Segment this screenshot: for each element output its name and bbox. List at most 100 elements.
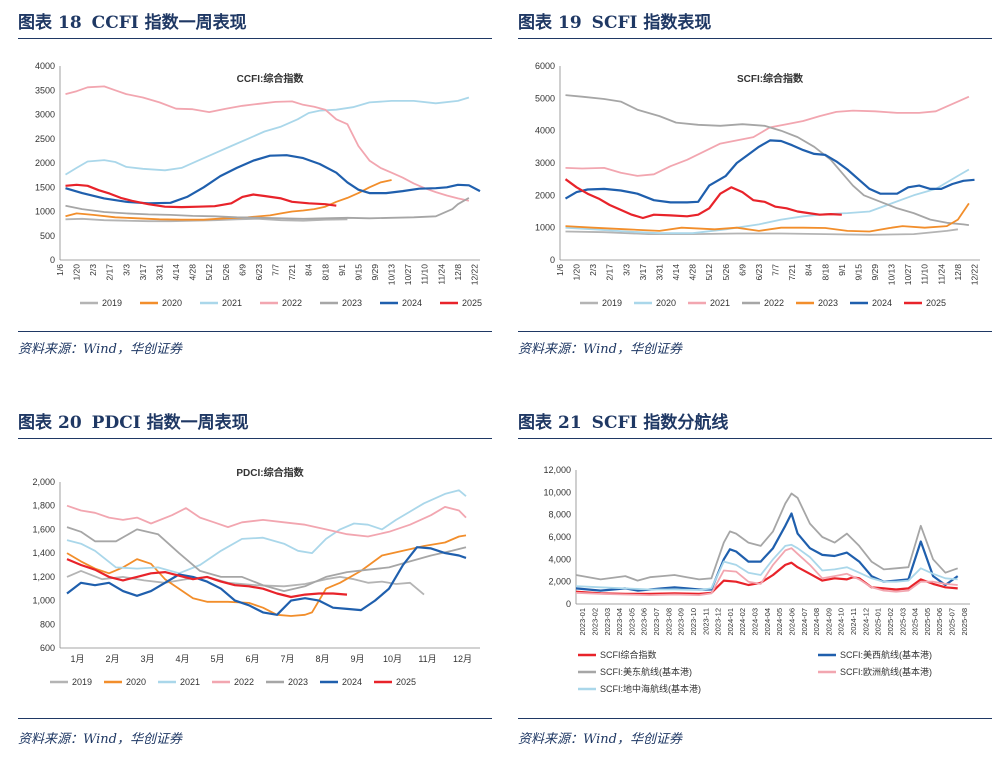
series-line-2024 [65,154,481,205]
x-tick-label: 10/13 [887,264,897,286]
legend-label: 2023 [288,677,308,687]
x-tick-label: 6/23 [754,264,764,281]
x-tick-label: 2/3 [588,264,598,276]
series-line-2024 [564,139,975,204]
panel-title: 图表 18 CCFI 指数一周表现 [18,13,247,33]
x-tick-label: 10月 [383,654,402,664]
y-tick-label: 800 [40,619,55,629]
x-tick-label: 3/17 [138,264,148,281]
series-line-SCFI综合指数 [575,561,958,595]
x-tick-label: 2024-08 [812,608,821,636]
series-line-2019 [66,569,425,596]
y-tick-label: 2000 [35,158,55,168]
x-tick-label: 2024-03 [751,608,760,636]
x-tick-label: 7/7 [271,264,281,276]
x-tick-label: 2月 [105,654,119,664]
x-tick-label: 9/29 [870,264,880,281]
y-tick-label: 3500 [35,85,55,95]
series-line-2020 [65,179,392,221]
panel-title: 图表 20 PDCI 指数一周表现 [18,413,249,433]
legend-label: SCFI:美东航线(基本港) [600,666,692,677]
x-tick-label: 12/8 [953,264,963,281]
y-tick-label: 2,000 [32,477,55,487]
series-line-2025 [564,178,842,220]
x-tick-label: 7/7 [771,264,781,276]
x-tick-label: 9/1 [837,264,847,276]
x-tick-label: 7/21 [787,264,797,281]
y-tick-label: 2000 [535,190,555,200]
legend-label: 2025 [396,677,416,687]
legend-label: 2021 [710,298,730,308]
pdci-chart: 600 800 1,000 1,200 1,400 1,600 1,800 2,000 1月 2月… [32,466,480,687]
x-tick-label: 4月 [175,654,189,664]
x-tick-label: 11/10 [420,264,430,285]
source-rule [518,331,992,332]
x-tick-label: 5/26 [721,264,731,281]
x-tick-label: 6/9 [737,264,747,276]
x-tick-label: 10/27 [403,264,413,286]
x-tick-label: 1/20 [72,264,82,281]
y-tick-label: 0 [50,255,55,265]
x-tick-label: 4/28 [188,264,198,281]
x-tick-label: 2025-04 [911,608,920,636]
x-tick-label: 6/23 [254,264,264,281]
series-line-2020 [565,168,970,235]
series-line-2023 [565,202,970,233]
x-tick-label: 9/29 [370,264,380,281]
series-line-2022 [66,504,467,538]
series-line-2019 [565,228,959,236]
y-tick-label: 1,800 [32,501,55,511]
y-tick-label: 3000 [535,158,555,168]
y-tick-label: 600 [40,643,55,653]
y-tick-label: 1000 [535,223,555,233]
ccfi-chart: 0 500 1000 1500 2000 2500 3000 3500 4000 1/6 1/20 2… [35,61,482,308]
series-line-2021 [565,95,970,177]
legend-label: 2023 [818,298,838,308]
title-rule [518,38,992,39]
source-rule [18,718,492,719]
y-tick-label: 4000 [535,126,555,136]
legend-label: 2022 [764,298,784,308]
x-tick-label: 12月 [453,654,472,664]
x-tick-label: 2023-05 [627,608,636,636]
y-tick-label: 3000 [35,110,55,120]
chart-title: CCFI:综合指数 [237,72,305,85]
legend-label: 2020 [656,298,676,308]
y-tick-label: 4000 [35,61,55,71]
x-tick-label: 11/24 [436,264,446,285]
panel-title: 图表 19 SCFI 指数表现 [518,13,712,33]
legend-label: SCFI:美西航线(基本港) [840,649,932,660]
x-tick-label: 8月 [315,654,329,664]
x-tick-label: 5/26 [221,264,231,281]
x-tick-label: 2024-06 [787,608,796,636]
legend-label: SCFI综合指数 [600,649,657,660]
legend-label: 2021 [222,298,242,308]
x-tick-label: 2023-01 [578,608,587,636]
legend-label: 2023 [342,298,362,308]
legend-label: 2022 [282,298,302,308]
series-line-SCFI:地中海航线(基本港) [575,543,958,591]
legend-label: SCFI:地中海航线(基本港) [600,683,701,694]
y-tick-label: 5000 [535,93,555,103]
y-tick-label: 1,000 [32,596,55,606]
x-tick-label: 12/8 [453,264,463,281]
panel-ccfi: 图表 18 CCFI 指数一周表现 0 500 1000 1500 2000 2500 3000… [18,8,492,358]
x-tick-label: 2025-08 [960,608,969,636]
legend-label: 2025 [462,298,482,308]
panel-scfi-routes: 图表 21 SCFI 指数分航线 0 2,000 4,000 6,000 8,000 10,0… [518,408,992,753]
y-tick-label: 12,000 [543,465,571,475]
x-tick-label: 2/3 [88,264,98,276]
x-tick-label: 12/22 [469,264,479,286]
x-tick-label: 4/14 [671,264,681,281]
y-tick-label: 10,000 [543,487,571,497]
series-line-2025 [65,183,337,209]
y-tick-label: 4,000 [548,554,571,564]
y-tick-label: 1,600 [32,524,55,534]
x-tick-label: 2/17 [105,264,115,281]
series-line-2021 [65,96,470,176]
x-tick-label: 4/28 [688,264,698,281]
legend-label: 2024 [342,677,362,687]
x-tick-label: 2/17 [605,264,615,281]
source-note: 资料来源：Wind，华创证券 [518,732,682,747]
source-note: 资料来源：Wind，华创证券 [18,342,182,357]
